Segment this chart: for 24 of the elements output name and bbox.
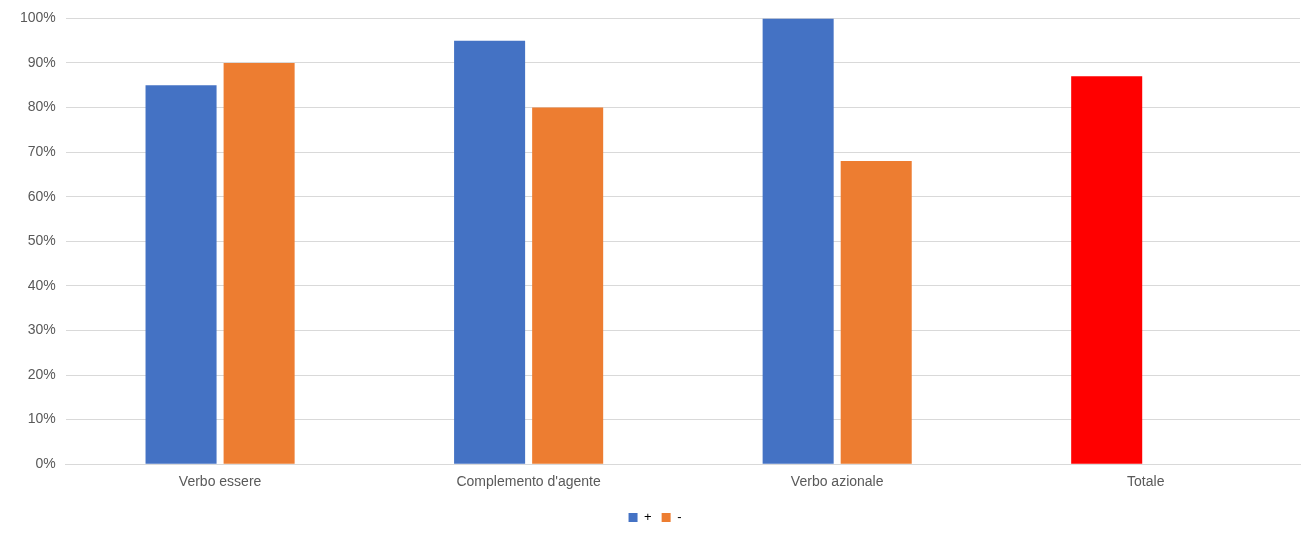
bar (223, 62, 295, 464)
y-tick-label: 80% (27, 98, 56, 115)
y-tick-label: 100% (19, 9, 56, 26)
x-tick-label: Verbo essere (178, 473, 262, 490)
legend-label: - (677, 509, 682, 525)
bar (1071, 76, 1143, 464)
bar (532, 107, 604, 464)
bar (840, 161, 912, 464)
y-tick-label: 70% (27, 143, 56, 159)
x-tick-label: Totale (1127, 473, 1165, 490)
x-tick-label: Complemento d'agente (456, 473, 601, 490)
y-tick-label: 90% (27, 53, 56, 70)
y-tick-label: 50% (27, 232, 56, 249)
bar (145, 85, 217, 464)
y-tick-label: 0% (35, 455, 56, 472)
bar (762, 18, 834, 464)
bar (454, 40, 526, 464)
y-tick-label: 60% (27, 187, 56, 204)
y-tick-label: 20% (27, 365, 56, 382)
y-tick-label: 40% (27, 276, 56, 293)
legend-label: + (644, 509, 652, 525)
x-tick-label: Verbo azionale (790, 473, 884, 490)
y-tick-label: 30% (27, 321, 56, 338)
y-tick-label: 10% (27, 410, 56, 427)
